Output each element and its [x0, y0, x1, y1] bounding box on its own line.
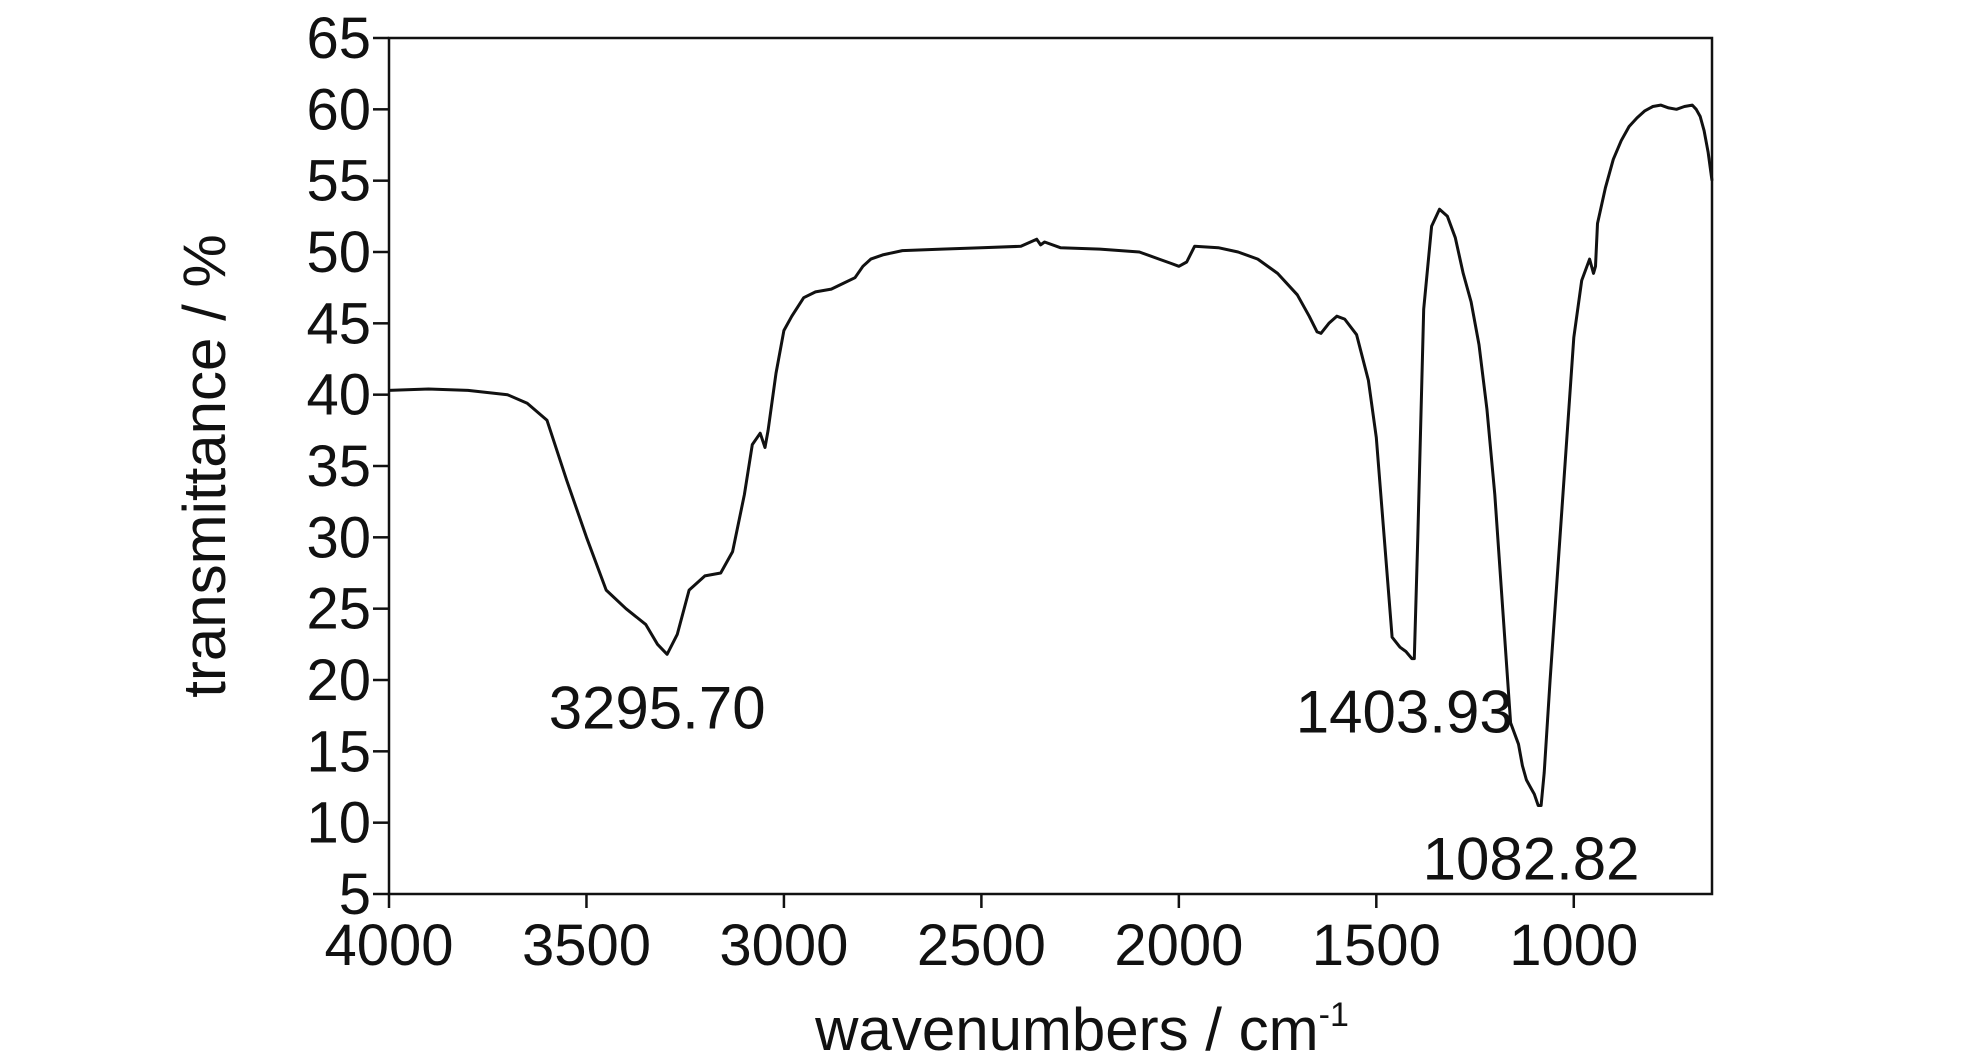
spectrum-line — [388, 103, 1714, 807]
y-tick-label: 30 — [306, 505, 371, 570]
y-tick-label: 5 — [339, 862, 371, 927]
x-axis-label-superscript: -1 — [1319, 996, 1349, 1034]
y-tick-label: 60 — [306, 77, 371, 142]
x-tick-label: 2500 — [917, 913, 1046, 978]
y-tick-label: 20 — [306, 648, 371, 713]
y-tick-label: 50 — [306, 220, 371, 285]
x-axis-label: wavenumbers / cm-1 — [814, 996, 1349, 1063]
x-tick-label: 1500 — [1312, 913, 1441, 978]
peak-label: 3295.70 — [549, 674, 766, 741]
x-tick-label: 4000 — [324, 913, 453, 978]
peak-annotations: 3295.70 1403.93 1082.82 — [549, 674, 1640, 892]
y-tick-label: 35 — [306, 434, 371, 499]
x-axis: 4000 3500 3000 2500 2000 1500 1000 — [324, 894, 1638, 978]
y-tick-label: 45 — [306, 291, 371, 356]
y-tick-label: 55 — [306, 149, 371, 214]
x-tick-label: 3000 — [719, 913, 848, 978]
x-tick-label: 1000 — [1509, 913, 1638, 978]
x-tick-label: 3500 — [522, 913, 651, 978]
plot-frame — [387, 36, 1714, 896]
y-tick-label: 25 — [306, 577, 371, 642]
y-tick-label: 65 — [306, 6, 371, 71]
y-tick-label: 40 — [306, 363, 371, 428]
peak-label: 1403.93 — [1296, 679, 1513, 746]
x-tick-label: 2000 — [1114, 913, 1243, 978]
x-axis-label-main: wavenumbers / cm — [814, 996, 1319, 1063]
y-tick-label: 10 — [306, 791, 371, 856]
peak-label: 1082.82 — [1423, 826, 1640, 893]
y-tick-label: 15 — [306, 719, 371, 784]
y-axis-label: transmittance / % — [171, 234, 238, 698]
